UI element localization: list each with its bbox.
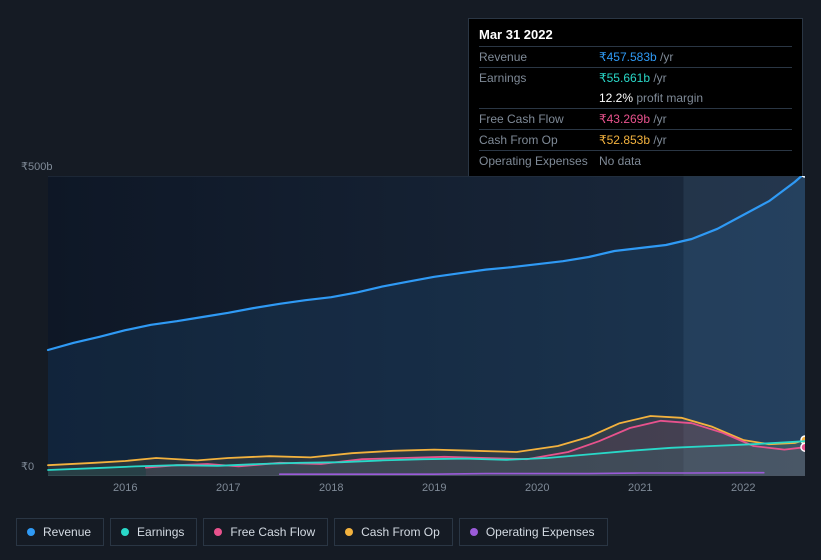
legend: Revenue Earnings Free Cash Flow Cash From O… (16, 518, 608, 546)
legend-item[interactable]: Free Cash Flow (203, 518, 328, 546)
tooltip-row-value: No data (599, 154, 641, 168)
legend-dot-icon (121, 528, 129, 536)
tooltip-row-label: Operating Expenses (479, 154, 599, 168)
x-axis-tick: 2020 (525, 482, 549, 494)
tooltip-row-label (479, 91, 599, 105)
tooltip-row-value: ₹43.269b /yr (599, 112, 667, 126)
tooltip-row: Earnings₹55.661b /yr (479, 67, 792, 88)
x-axis-tick: 2022 (731, 482, 755, 494)
tooltip-row: 12.2% profit margin (479, 88, 792, 108)
chart-area[interactable] (16, 176, 805, 476)
tooltip-rows: Revenue₹457.583b /yrEarnings₹55.661b /yr… (479, 46, 792, 171)
x-axis-tick: 2019 (422, 482, 446, 494)
legend-item[interactable]: Cash From Op (334, 518, 453, 546)
legend-label: Cash From Op (361, 525, 440, 539)
legend-dot-icon (214, 528, 222, 536)
legend-dot-icon (27, 528, 35, 536)
tooltip-row: Free Cash Flow₹43.269b /yr (479, 108, 792, 129)
tooltip-row-value: ₹52.853b /yr (599, 133, 667, 147)
chart-tooltip: Mar 31 2022 Revenue₹457.583b /yrEarnings… (468, 18, 803, 178)
legend-item[interactable]: Revenue (16, 518, 104, 546)
legend-item[interactable]: Earnings (110, 518, 197, 546)
y-axis-label-top: ₹500b (21, 160, 52, 173)
legend-label: Free Cash Flow (230, 525, 315, 539)
x-axis-tick: 2017 (216, 482, 240, 494)
legend-item[interactable]: Operating Expenses (459, 518, 608, 546)
legend-label: Earnings (137, 525, 184, 539)
tooltip-row-value: 12.2% profit margin (599, 91, 703, 105)
x-axis-tick: 2021 (628, 482, 652, 494)
tooltip-row: Operating ExpensesNo data (479, 150, 792, 171)
legend-label: Operating Expenses (486, 525, 595, 539)
tooltip-row-label: Earnings (479, 71, 599, 85)
tooltip-row-label: Revenue (479, 50, 599, 64)
tooltip-row-label: Cash From Op (479, 133, 599, 147)
tooltip-row-value: ₹457.583b /yr (599, 50, 673, 64)
legend-label: Revenue (43, 525, 91, 539)
x-axis-tick: 2016 (113, 482, 137, 494)
tooltip-row-value: ₹55.661b /yr (599, 71, 667, 85)
x-axis: 2016 2017 2018 2019 2020 2021 2022 (16, 482, 805, 498)
tooltip-row: Revenue₹457.583b /yr (479, 46, 792, 67)
legend-dot-icon (470, 528, 478, 536)
tooltip-date: Mar 31 2022 (479, 27, 792, 46)
tooltip-row: Cash From Op₹52.853b /yr (479, 129, 792, 150)
tooltip-row-label: Free Cash Flow (479, 112, 599, 126)
legend-dot-icon (345, 528, 353, 536)
x-axis-tick: 2018 (319, 482, 343, 494)
